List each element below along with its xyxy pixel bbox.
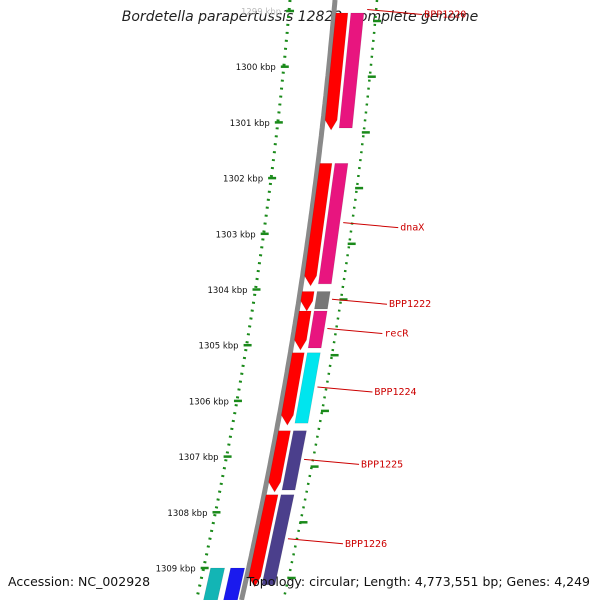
ruler-label: 1303 kbp — [216, 230, 256, 240]
ruler-label: 1305 kbp — [199, 342, 239, 352]
gene-leader-line — [287, 538, 344, 545]
gene-leader-line — [304, 458, 360, 465]
gene-label: BPP1225 — [361, 459, 403, 470]
gene-leader-line — [343, 222, 399, 229]
gene-label: BPP1224 — [374, 387, 416, 398]
gene-leader-line — [317, 386, 373, 393]
ruler-label: 1306 kbp — [189, 397, 229, 407]
cds-arrow — [294, 310, 312, 351]
cds-arrow — [268, 430, 291, 493]
gene-label: recR — [384, 328, 409, 339]
cds-arrow — [300, 291, 315, 312]
feature-layer — [203, 12, 365, 600]
genome-summary: Topology: circular; Length: 4,773,551 bp… — [246, 574, 590, 589]
gene-block — [261, 494, 295, 586]
gene-label: BPP1222 — [389, 299, 431, 310]
ruler-label: 1308 kbp — [167, 509, 207, 519]
gene-block — [307, 310, 328, 349]
gene-label: dnaX — [400, 223, 424, 234]
ruler-label: 1301 kbp — [230, 119, 270, 129]
map-title: Bordetella parapertussis 12822, complete… — [121, 9, 479, 25]
ruler-layer: 1299 kbp 1300 kbp 1301 kbp 1302 kbp 1303 kbp… — [156, 0, 382, 600]
gene-leader-line — [331, 298, 388, 305]
cds-arrow — [304, 163, 333, 287]
gene-label: BPP1220 — [424, 9, 466, 20]
gene-leader-line — [367, 8, 423, 15]
extra-gene-block — [223, 567, 246, 600]
ruler-label: 1304 kbp — [207, 286, 247, 296]
accession-label: Accession: NC_002928 — [8, 574, 151, 589]
genome-backbone — [239, 0, 338, 600]
ruler-label: 1309 kbp — [156, 565, 196, 575]
outer-dotted-ring — [282, 0, 379, 600]
gene-block — [281, 430, 307, 491]
backbone-layer — [239, 0, 338, 600]
cds-arrow — [281, 352, 305, 426]
gene-block — [318, 163, 349, 285]
ruler-label: 1307 kbp — [179, 453, 219, 463]
gene-label: BPP1226 — [345, 539, 387, 550]
cds-arrow — [324, 12, 349, 131]
label-layer: BPP1220 dnaX BPP1222 recR BPP1224 BPP1225 BPP1… — [287, 8, 466, 550]
gene-block — [338, 12, 365, 129]
ruler-label: 1299 kbp — [241, 8, 281, 18]
extra-gene-block — [203, 567, 226, 600]
inner-dotted-ring — [195, 0, 292, 600]
gene-block — [314, 291, 331, 310]
cds-arrow — [248, 494, 279, 588]
gene-block — [294, 352, 321, 424]
gene-leader-line — [327, 327, 383, 334]
ruler-label: 1300 kbp — [236, 63, 276, 73]
ruler-label: 1302 kbp — [223, 175, 263, 185]
